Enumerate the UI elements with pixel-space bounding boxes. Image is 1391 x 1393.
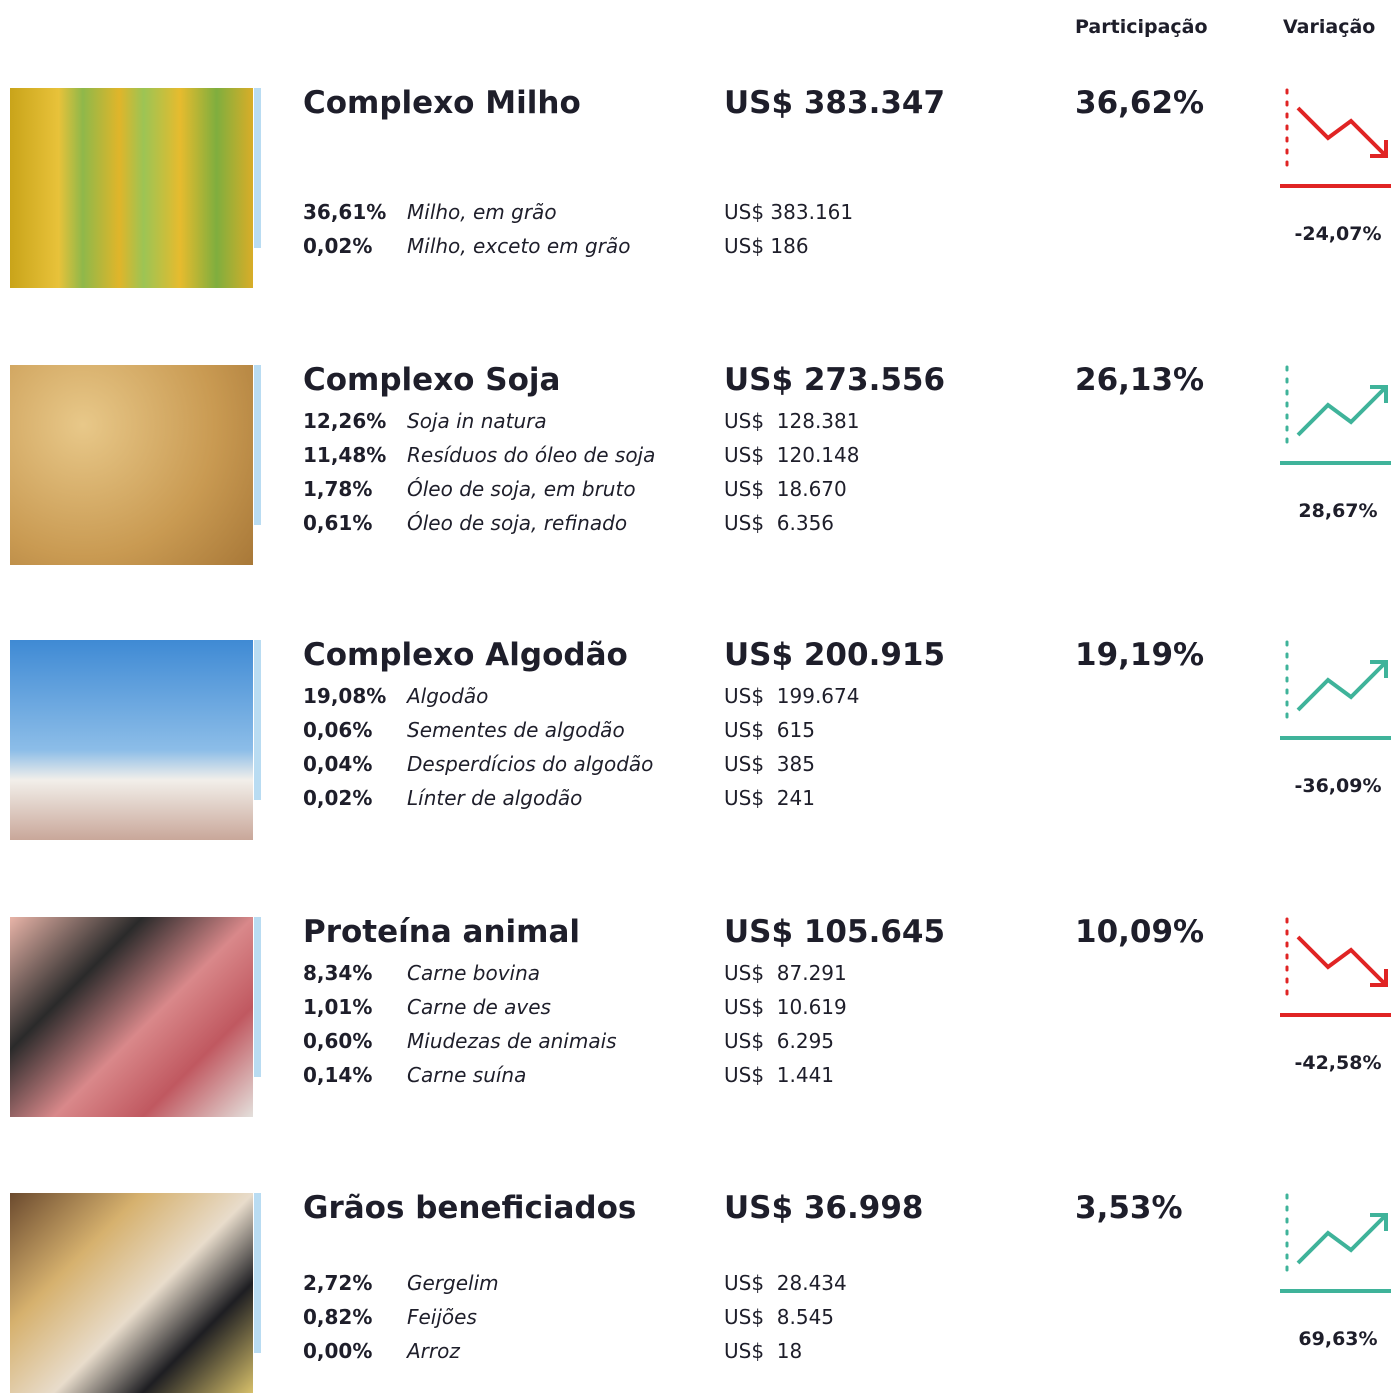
variation: -42,58% — [1294, 1054, 1381, 1073]
variation: -24,07% — [1294, 225, 1381, 244]
item-value: US$ 120.148 — [724, 445, 859, 465]
group-value: US$ 200.915 — [724, 640, 945, 671]
item-share: 0,02% — [303, 788, 372, 808]
item-share: 0,00% — [303, 1341, 372, 1361]
group-value: US$ 273.556 — [724, 365, 945, 396]
item-name: Carne suína — [407, 1065, 526, 1085]
trend-icon — [1276, 365, 1391, 470]
item-share: 2,72% — [303, 1273, 372, 1293]
item-value: US$ 28.434 — [724, 1273, 847, 1293]
item-value: US$ 186 — [724, 236, 809, 256]
accent-bar — [254, 88, 261, 248]
accent-bar — [254, 917, 261, 1077]
item-name: Soja in natura — [407, 411, 547, 431]
item-share: 0,06% — [303, 720, 372, 740]
variation: 28,67% — [1298, 502, 1377, 521]
item-value: US$ 18 — [724, 1341, 802, 1361]
group-share: 36,62% — [1075, 88, 1204, 119]
item-share: 8,34% — [303, 963, 372, 983]
group-title: Complexo Milho — [303, 88, 581, 119]
item-share: 0,61% — [303, 513, 372, 533]
variation-header: Variação — [1283, 18, 1375, 37]
item-share: 12,26% — [303, 411, 386, 431]
group-share: 26,13% — [1075, 365, 1204, 396]
group-title: Proteína animal — [303, 917, 580, 948]
item-name: Algodão — [407, 686, 488, 706]
trend-icon — [1276, 917, 1391, 1022]
item-share: 19,08% — [303, 686, 386, 706]
item-value: US$ 1.441 — [724, 1065, 834, 1085]
item-name: Óleo de soja, refinado — [407, 513, 627, 533]
product-image — [10, 365, 253, 565]
item-name: Desperdícios do algodão — [407, 754, 653, 774]
item-share: 11,48% — [303, 445, 386, 465]
product-image — [10, 917, 253, 1117]
item-name: Carne de aves — [407, 997, 551, 1017]
share-header: Participação — [1075, 18, 1208, 37]
item-name: Milho, em grão — [407, 202, 557, 222]
item-share: 0,60% — [303, 1031, 372, 1051]
accent-bar — [254, 640, 261, 800]
item-value: US$ 18.670 — [724, 479, 847, 499]
item-name: Feijões — [407, 1307, 477, 1327]
item-share: 0,82% — [303, 1307, 372, 1327]
trend-icon — [1276, 640, 1391, 745]
item-name: Óleo de soja, em bruto — [407, 479, 636, 499]
item-share: 36,61% — [303, 202, 386, 222]
item-name: Carne bovina — [407, 963, 540, 983]
accent-bar — [254, 1193, 261, 1353]
item-value: US$ 6.356 — [724, 513, 834, 533]
item-name: Sementes de algodão — [407, 720, 625, 740]
trend-icon — [1276, 88, 1391, 193]
item-value: US$ 615 — [724, 720, 815, 740]
item-name: Resíduos do óleo de soja — [407, 445, 655, 465]
item-value: US$ 8.545 — [724, 1307, 834, 1327]
group-value: US$ 36.998 — [724, 1193, 924, 1224]
item-name: Línter de algodão — [407, 788, 582, 808]
group-title: Complexo Soja — [303, 365, 560, 396]
item-value: US$ 241 — [724, 788, 815, 808]
item-value: US$ 385 — [724, 754, 815, 774]
group-value: US$ 105.645 — [724, 917, 945, 948]
group-share: 10,09% — [1075, 917, 1204, 948]
page: {"header": {"share_label": "Participação… — [0, 0, 1391, 1388]
item-value: US$ 128.381 — [724, 411, 859, 431]
item-share: 1,78% — [303, 479, 372, 499]
item-name: Gergelim — [407, 1273, 499, 1293]
item-name: Arroz — [407, 1341, 460, 1361]
group-share: 19,19% — [1075, 640, 1204, 671]
item-value: US$ 199.674 — [724, 686, 859, 706]
product-image — [10, 1193, 253, 1393]
item-name: Miudezas de animais — [407, 1031, 617, 1051]
item-value: US$ 87.291 — [724, 963, 847, 983]
item-value: US$ 6.295 — [724, 1031, 834, 1051]
variation: 69,63% — [1298, 1330, 1377, 1349]
item-value: US$ 383.161 — [724, 202, 853, 222]
item-share: 0,14% — [303, 1065, 372, 1085]
group-share: 3,53% — [1075, 1193, 1183, 1224]
item-share: 1,01% — [303, 997, 372, 1017]
accent-bar — [254, 365, 261, 525]
group-title: Grãos beneficiados — [303, 1193, 636, 1224]
group-title: Complexo Algodão — [303, 640, 628, 671]
item-share: 0,02% — [303, 236, 372, 256]
item-name: Milho, exceto em grão — [407, 236, 630, 256]
trend-icon — [1276, 1193, 1391, 1298]
group-value: US$ 383.347 — [724, 88, 945, 119]
item-value: US$ 10.619 — [724, 997, 847, 1017]
item-share: 0,04% — [303, 754, 372, 774]
product-image — [10, 640, 253, 840]
product-image — [10, 88, 253, 288]
variation: -36,09% — [1294, 777, 1381, 796]
